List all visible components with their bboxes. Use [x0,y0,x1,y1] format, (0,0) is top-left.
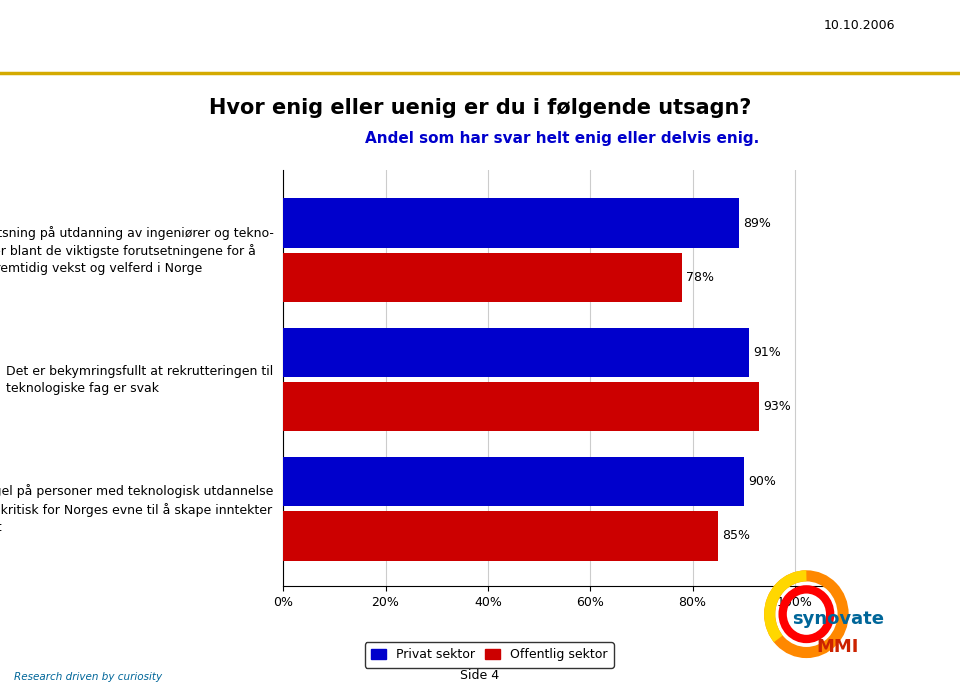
Bar [283,198,738,248]
Text: 78%: 78% [686,271,714,284]
Text: Research driven by curiosity: Research driven by curiosity [14,672,162,682]
Text: 90%: 90% [748,475,776,488]
Text: Andel som har svar helt enig eller delvis enig.: Andel som har svar helt enig eller delvi… [365,131,759,146]
Text: MMI: MMI [816,638,858,656]
Text: 85%: 85% [722,530,750,543]
Bar [283,457,744,506]
Bar [283,382,759,431]
Bar [283,328,749,377]
Text: 10.10.2006: 10.10.2006 [824,19,895,32]
Text: synovate: synovate [792,610,884,628]
Legend: Privat sektor, Offentlig sektor: Privat sektor, Offentlig sektor [365,642,613,668]
Text: En mangel på personer med teknologisk utdannelse
vil være kritisk for Norges evn: En mangel på personer med teknologisk ut… [0,484,274,534]
Text: Det er bekymringsfullt at rekrutteringen til
teknologiske fag er svak: Det er bekymringsfullt at rekrutteringen… [7,364,274,394]
Text: Økt satsning på utdanning av ingeniører og tekno-
loger er blant de viktigste fo: Økt satsning på utdanning av ingeniører … [0,226,274,275]
Text: Hvor enig eller uenig er du i følgende utsagn?: Hvor enig eller uenig er du i følgende u… [209,98,751,117]
Text: 91%: 91% [753,346,780,359]
Text: 89%: 89% [743,217,771,230]
Bar [283,253,683,302]
Bar [283,511,718,561]
Text: 93%: 93% [763,400,791,413]
Text: Side 4: Side 4 [461,668,499,682]
